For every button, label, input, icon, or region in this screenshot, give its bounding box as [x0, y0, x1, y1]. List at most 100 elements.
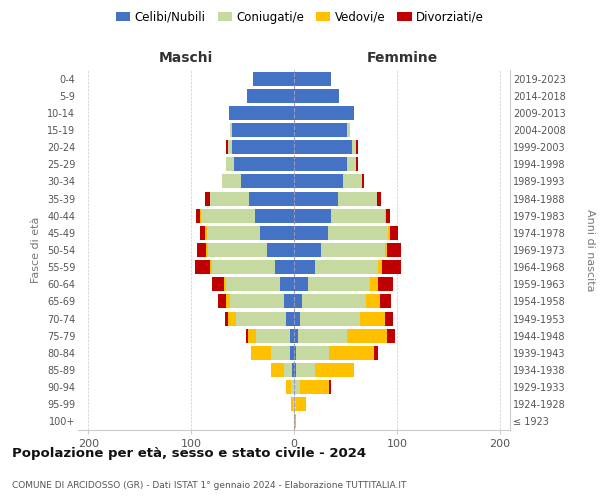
Bar [284, 294, 294, 308]
Bar [226, 278, 280, 291]
Bar [294, 72, 331, 86]
Bar [208, 243, 267, 257]
Bar [206, 243, 208, 257]
Bar [195, 260, 209, 274]
Bar [362, 174, 364, 188]
Bar [302, 294, 366, 308]
Bar [296, 398, 307, 411]
Bar [205, 192, 209, 205]
Bar [248, 328, 256, 342]
Bar [294, 243, 321, 257]
Text: COMUNE DI ARCIDOSSO (GR) - Dati ISTAT 1° gennaio 2024 - Elaborazione TUTTITALIA.: COMUNE DI ARCIDOSSO (GR) - Dati ISTAT 1°… [12, 480, 406, 490]
Bar [294, 346, 296, 360]
Bar [328, 226, 388, 240]
Bar [293, 398, 294, 411]
Bar [294, 158, 347, 172]
Bar [256, 328, 290, 342]
Bar [212, 260, 275, 274]
Bar [260, 226, 294, 240]
Bar [379, 260, 382, 274]
Bar [370, 278, 379, 291]
Bar [235, 158, 294, 172]
Bar [230, 123, 232, 137]
Legend: Celibi/Nubili, Coniugati/e, Vedovi/e, Divorziati/e: Celibi/Nubili, Coniugati/e, Vedovi/e, Di… [111, 6, 489, 28]
Bar [209, 192, 249, 205]
Bar [294, 140, 352, 154]
Bar [356, 158, 358, 172]
Bar [225, 312, 228, 326]
Bar [385, 208, 386, 222]
Bar [228, 312, 236, 326]
Bar [236, 312, 286, 326]
Bar [280, 278, 294, 291]
Bar [290, 328, 294, 342]
Bar [212, 278, 224, 291]
Bar [290, 346, 294, 360]
Bar [331, 208, 385, 222]
Bar [228, 140, 232, 154]
Bar [382, 260, 401, 274]
Bar [209, 260, 212, 274]
Bar [294, 106, 353, 120]
Bar [294, 328, 298, 342]
Bar [379, 278, 393, 291]
Bar [388, 226, 389, 240]
Bar [294, 174, 343, 188]
Bar [271, 346, 290, 360]
Bar [224, 278, 226, 291]
Bar [275, 260, 294, 274]
Bar [226, 140, 228, 154]
Bar [347, 328, 386, 342]
Bar [253, 72, 294, 86]
Bar [245, 328, 248, 342]
Bar [294, 380, 300, 394]
Bar [300, 312, 360, 326]
Bar [294, 192, 338, 205]
Bar [294, 398, 296, 411]
Bar [386, 243, 401, 257]
Bar [343, 174, 362, 188]
Bar [255, 208, 294, 222]
Bar [352, 140, 356, 154]
Bar [222, 174, 241, 188]
Bar [205, 226, 206, 240]
Bar [251, 346, 271, 360]
Bar [241, 174, 294, 188]
Bar [226, 294, 230, 308]
Bar [284, 363, 292, 377]
Bar [292, 363, 294, 377]
Bar [314, 260, 379, 274]
Bar [366, 294, 380, 308]
Bar [347, 123, 350, 137]
Y-axis label: Anni di nascita: Anni di nascita [585, 209, 595, 291]
Bar [197, 243, 206, 257]
Bar [377, 192, 382, 205]
Bar [294, 208, 331, 222]
Bar [300, 380, 329, 394]
Bar [294, 294, 302, 308]
Bar [389, 226, 398, 240]
Bar [247, 88, 294, 102]
Bar [206, 226, 260, 240]
Bar [200, 208, 202, 222]
Bar [338, 192, 377, 205]
Bar [202, 208, 255, 222]
Bar [321, 243, 385, 257]
Bar [385, 312, 393, 326]
Bar [218, 294, 226, 308]
Bar [329, 346, 374, 360]
Bar [308, 278, 370, 291]
Bar [386, 208, 389, 222]
Text: Popolazione per età, sesso e stato civile - 2024: Popolazione per età, sesso e stato civil… [12, 448, 366, 460]
Bar [232, 123, 294, 137]
Bar [271, 363, 284, 377]
Bar [385, 243, 386, 257]
Bar [294, 226, 328, 240]
Bar [296, 363, 314, 377]
Y-axis label: Fasce di età: Fasce di età [31, 217, 41, 283]
Bar [249, 192, 294, 205]
Bar [196, 208, 200, 222]
Bar [267, 243, 294, 257]
Bar [356, 140, 358, 154]
Bar [200, 226, 205, 240]
